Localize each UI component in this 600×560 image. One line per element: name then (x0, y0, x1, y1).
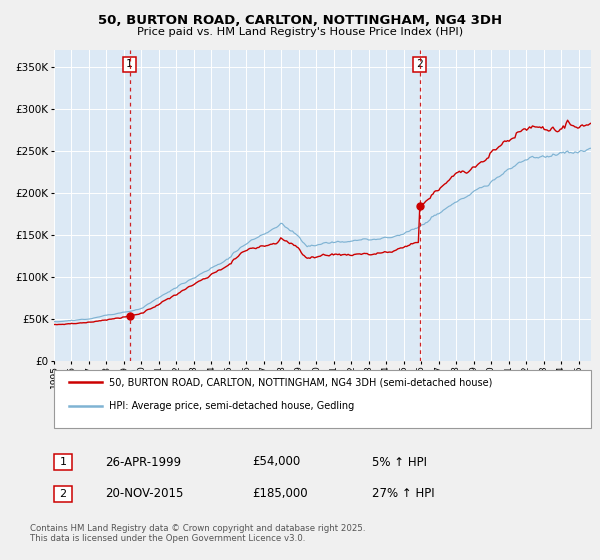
Text: £54,000: £54,000 (252, 455, 300, 469)
Text: 50, BURTON ROAD, CARLTON, NOTTINGHAM, NG4 3DH (semi-detached house): 50, BURTON ROAD, CARLTON, NOTTINGHAM, NG… (109, 377, 493, 387)
Text: 2: 2 (416, 59, 423, 69)
Text: 1: 1 (126, 59, 133, 69)
Text: 50, BURTON ROAD, CARLTON, NOTTINGHAM, NG4 3DH: 50, BURTON ROAD, CARLTON, NOTTINGHAM, NG… (98, 14, 502, 27)
Text: 5% ↑ HPI: 5% ↑ HPI (372, 455, 427, 469)
Text: 1: 1 (59, 457, 67, 467)
Text: HPI: Average price, semi-detached house, Gedling: HPI: Average price, semi-detached house,… (109, 401, 355, 410)
Text: Price paid vs. HM Land Registry's House Price Index (HPI): Price paid vs. HM Land Registry's House … (137, 27, 463, 37)
Text: Contains HM Land Registry data © Crown copyright and database right 2025.
This d: Contains HM Land Registry data © Crown c… (30, 524, 365, 543)
Text: 27% ↑ HPI: 27% ↑ HPI (372, 487, 434, 501)
Text: £185,000: £185,000 (252, 487, 308, 501)
Text: 20-NOV-2015: 20-NOV-2015 (105, 487, 184, 501)
Text: 2: 2 (59, 489, 67, 499)
Text: 26-APR-1999: 26-APR-1999 (105, 455, 181, 469)
